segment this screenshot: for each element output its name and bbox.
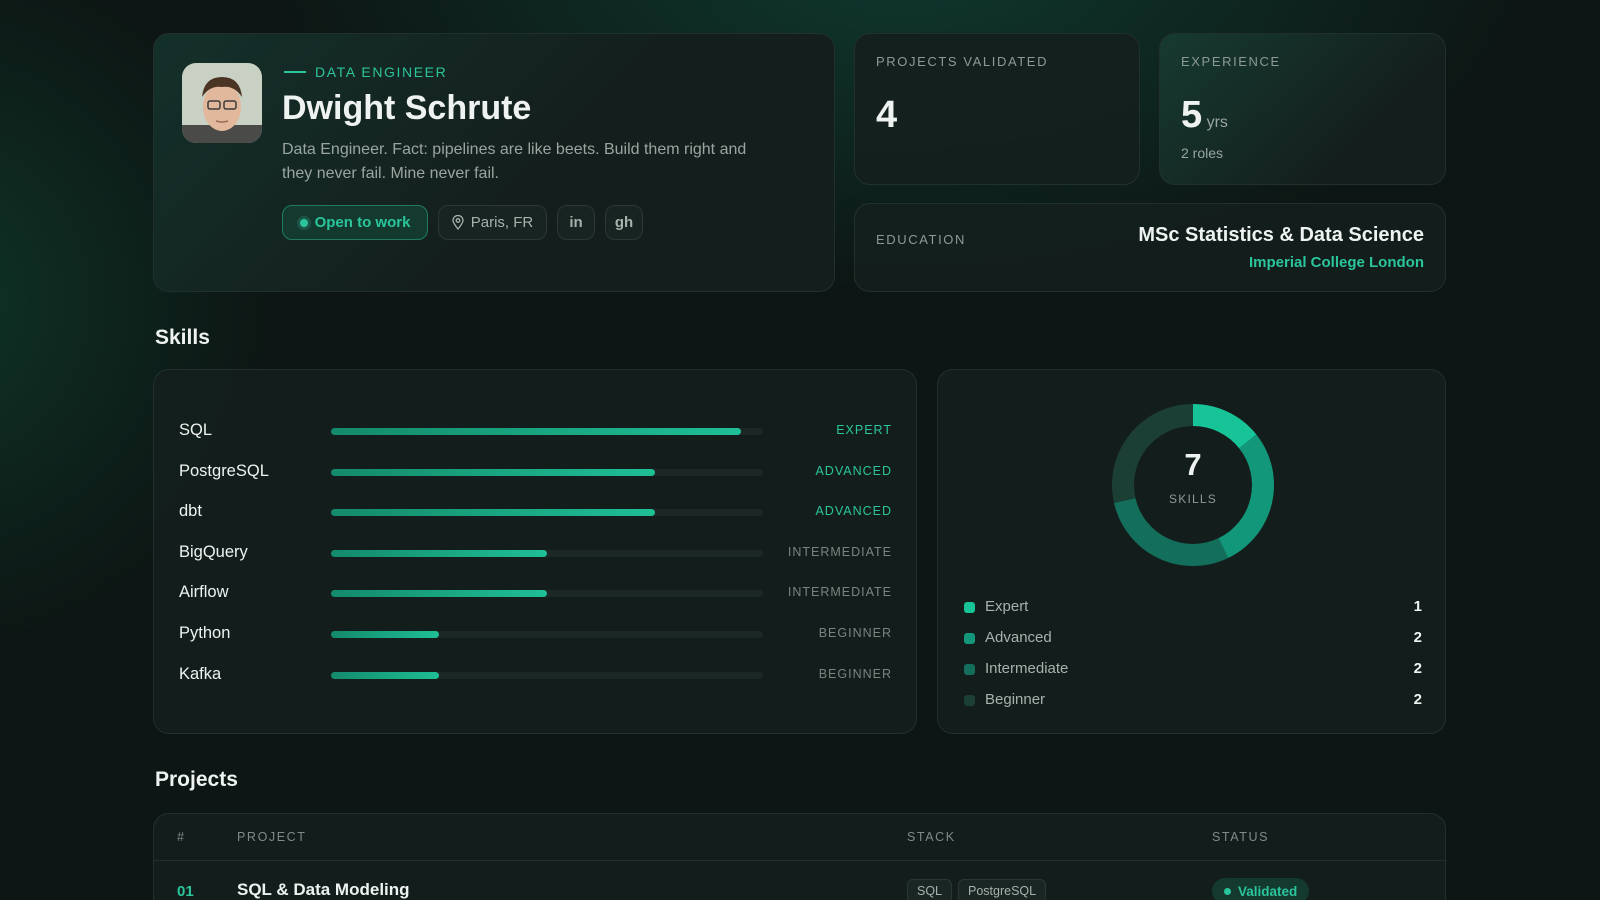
legend-count: 2	[1413, 691, 1422, 708]
status-text: Open to work	[314, 214, 411, 231]
skill-bar	[331, 590, 547, 598]
legend-swatch	[964, 664, 975, 675]
skill-name: Airflow	[179, 583, 229, 602]
skill-track	[331, 549, 763, 557]
stack: SQL PostgreSQL	[907, 879, 1052, 900]
skill-bar	[331, 549, 547, 557]
legend-count: 2	[1413, 660, 1422, 677]
status-dot	[1224, 887, 1231, 895]
skills-summary-card: 7 SKILLS Expert 1 Advanced 2 Intermediate 2 Be…	[937, 369, 1446, 734]
legend: Expert 1 Advanced 2 Intermediate 2 Beginner 2	[938, 370, 1447, 735]
legend-label: Advanced	[985, 629, 1052, 646]
skill-track	[331, 671, 763, 679]
row-number: 01	[177, 883, 194, 900]
skill-bar	[331, 509, 655, 517]
donut-segment	[1193, 404, 1257, 449]
skill-bar	[331, 428, 742, 435]
stat-label: EXPERIENCE	[1181, 54, 1281, 69]
status-dot	[299, 218, 308, 227]
stat-detail: 2 roles	[1181, 145, 1224, 161]
skill-name: SQL	[179, 421, 213, 439]
legend-label: Beginner	[985, 691, 1046, 708]
table-divider	[154, 860, 1447, 861]
pin-icon	[452, 215, 464, 230]
skill-level: INTERMEDIATE	[787, 544, 892, 559]
project-name: SQL & Data Modeling	[237, 880, 410, 899]
donut-total: 7	[1184, 447, 1201, 482]
profile-card: DATA ENGINEER Dwight Schrute Data Engine…	[153, 33, 835, 292]
stat-label: PROJECTS VALIDATED	[876, 54, 1049, 69]
skill-track	[331, 468, 763, 476]
experience-stat-card: EXPERIENCE 5 yrs 2 roles	[1159, 33, 1446, 185]
skill-name: BigQuery	[179, 542, 248, 561]
school: Imperial College London	[1248, 254, 1424, 271]
skill-level: INTERMEDIATE	[787, 585, 892, 600]
skill-level: ADVANCED	[815, 463, 892, 478]
degree: MSc Statistics & Data Science	[1138, 224, 1424, 246]
stat-value: 4	[876, 94, 898, 136]
stack-chip: PostgreSQL	[958, 879, 1047, 900]
github-link[interactable]: gh	[605, 205, 643, 240]
donut-segment	[1114, 498, 1229, 566]
column-header: STATUS	[1212, 830, 1270, 844]
education-label: EDUCATION	[876, 232, 966, 247]
section-title: Skills	[155, 326, 210, 349]
role: DATA ENGINEER	[315, 64, 448, 80]
status-text: Validated	[1238, 883, 1298, 899]
stack-chip: SQL	[907, 879, 953, 900]
location-text: Paris, FR	[470, 214, 534, 231]
skill-level: ADVANCED	[815, 504, 892, 519]
legend-count: 2	[1413, 629, 1422, 646]
role-rule	[284, 71, 306, 73]
skill-level: BEGINNER	[818, 626, 892, 640]
skill-track	[331, 509, 763, 517]
stat-value-row: 5 yrs	[1181, 94, 1228, 137]
donut-label: SKILLS	[1169, 492, 1217, 506]
legend-label: Expert	[985, 598, 1029, 615]
bio: Data Engineer. Fact: pipelines are like …	[282, 141, 747, 182]
legend-count: 1	[1413, 598, 1422, 615]
skill-name: PostgreSQL	[179, 461, 269, 480]
column-header: PROJECT	[237, 830, 307, 844]
education-card: EDUCATION MSc Statistics & Data Science …	[854, 203, 1446, 292]
skill-track	[331, 428, 763, 435]
donut-segment	[1112, 404, 1193, 504]
legend-label: Intermediate	[985, 660, 1069, 677]
stat-unit: yrs	[1206, 114, 1228, 131]
column-header: #	[177, 830, 186, 844]
location-badge: Paris, FR	[438, 205, 547, 240]
skill-name: Python	[179, 624, 231, 642]
status-pill: Validated	[1212, 878, 1310, 900]
section-title: Projects	[155, 768, 238, 791]
skills-card: SQL EXPERT PostgreSQL ADVANCED dbt ADVANCED Bi…	[153, 369, 917, 734]
stat-value: 5	[1181, 94, 1203, 136]
column-header: STACK	[907, 830, 956, 844]
linkedin-link[interactable]: in	[557, 205, 595, 240]
skill-bar	[331, 468, 655, 476]
skill-level: EXPERT	[836, 423, 892, 437]
status-badge[interactable]: Open to work	[282, 205, 428, 240]
name: Dwight Schrute	[282, 89, 532, 127]
skill-bar	[331, 631, 439, 638]
donut-segment	[1218, 434, 1274, 558]
legend-swatch	[964, 602, 975, 613]
projects-table: # PROJECT STACK STATUS 01 SQL & Data Modeling…	[153, 813, 1447, 900]
avatar	[182, 63, 262, 143]
legend-swatch	[964, 633, 975, 644]
skill-level: BEGINNER	[818, 666, 892, 681]
skill-track	[331, 590, 763, 598]
skill-name: dbt	[179, 502, 202, 521]
projects-stat-card: PROJECTS VALIDATED 4	[854, 33, 1140, 185]
skill-bar	[331, 671, 439, 679]
skill-name: Kafka	[179, 664, 222, 683]
donut-chart: 7 SKILLS	[1112, 404, 1274, 566]
legend-swatch	[964, 695, 975, 706]
skill-track	[331, 631, 763, 638]
